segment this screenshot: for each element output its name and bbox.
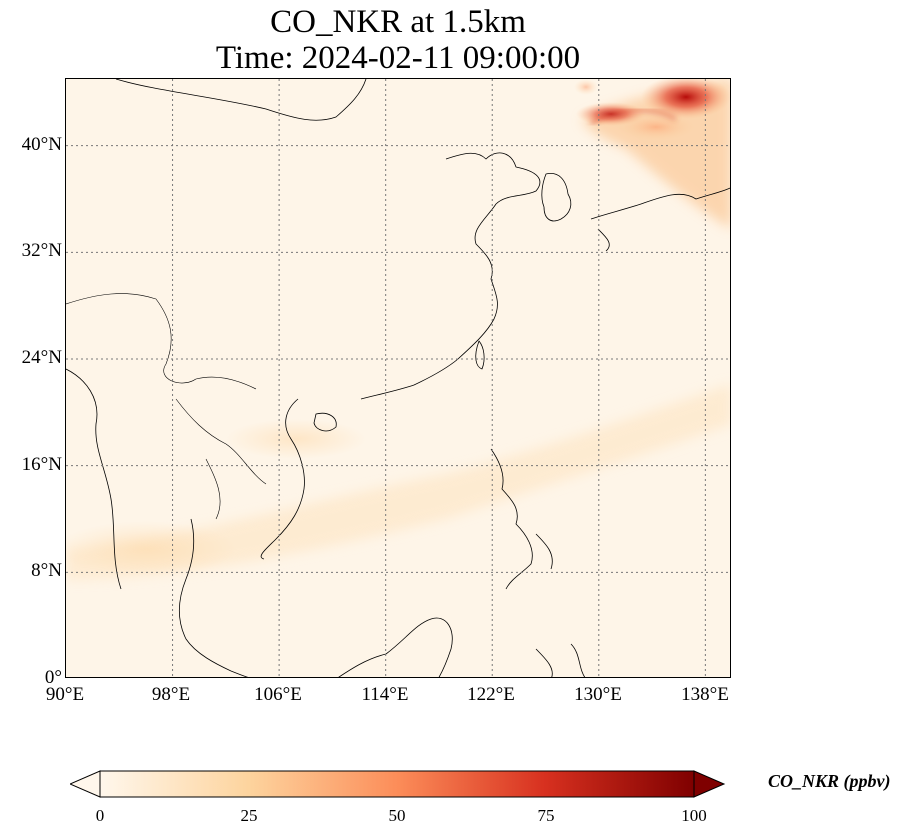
hotspot-main: [641, 79, 730, 119]
coastlines: [66, 79, 730, 677]
plume-south-china: [226, 419, 366, 459]
lat-tick-32n: 32°N: [21, 240, 62, 261]
lon-tick-90e: 90°E: [45, 684, 85, 705]
colorbar-label: CO_NKR (ppbv): [768, 771, 891, 791]
colorbar-tick-50: 50: [388, 806, 406, 825]
colorbar-tick-75: 75: [537, 806, 555, 825]
lat-tick-16n: 16°N: [21, 454, 62, 475]
lon-tick-98e: 98°E: [151, 684, 191, 705]
lat-tick-0: 0°: [44, 667, 62, 688]
colorbar-extend-high: [693, 770, 726, 798]
lon-tick-106e: 106°E: [254, 684, 302, 705]
map-canvas: [66, 79, 730, 677]
map-title: CO_NKR at 1.5km: [270, 4, 526, 40]
map-time-subtitle: Time: 2024-02-11 09:00:00: [215, 40, 581, 76]
lon-tick-114e: 114°E: [361, 684, 409, 705]
colorbar-tick-25: 25: [240, 806, 258, 825]
colorbar: [70, 770, 726, 798]
colorbar-extend-low: [70, 770, 101, 798]
colorbar-tick-0: 0: [95, 806, 105, 825]
hotspot-streak: [590, 108, 677, 126]
warm-patch-north: [574, 79, 598, 95]
hotspot-trail: [616, 113, 696, 141]
colorbar-tick-100: 100: [681, 806, 707, 825]
lat-tick-24n: 24°N: [21, 347, 62, 368]
map-panel: [65, 78, 731, 678]
lat-tick-8n: 8°N: [31, 560, 62, 581]
colorbar-gradient: [99, 770, 695, 798]
plume-band: [66, 384, 730, 579]
lon-tick-130e: 130°E: [574, 684, 622, 705]
lon-tick-138e: 138°E: [681, 684, 729, 705]
graticule: [66, 79, 730, 677]
lon-tick-122e: 122°E: [467, 684, 515, 705]
lat-tick-40n: 40°N: [21, 134, 62, 155]
